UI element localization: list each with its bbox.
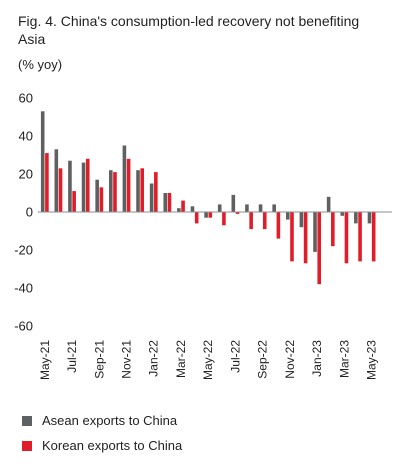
bar-korea (208, 212, 213, 218)
x-tick-label: Jan-22 (147, 340, 161, 377)
x-tick-label: May-21 (38, 340, 52, 380)
bar-korea (99, 187, 104, 212)
x-tick-label: May-22 (201, 340, 215, 380)
bar-asean (204, 212, 208, 218)
y-tick-label: 60 (19, 91, 33, 106)
y-tick-label: 20 (19, 167, 33, 182)
x-tick-label: Mar-22 (174, 340, 188, 378)
bar-asean (163, 193, 168, 212)
bar-asean (231, 194, 236, 212)
y-tick-label: -60 (14, 319, 33, 334)
bar-korea (317, 212, 322, 285)
bar-korea (276, 212, 281, 239)
bar-chart: 60 40 20 0 -20 -40 -60 May-21 Jul-21 Sep-21 Nov-21… (14, 91, 392, 380)
bar-korea (140, 168, 145, 212)
x-tick-label: Jul-21 (65, 340, 79, 373)
bar-korea (222, 212, 226, 226)
bar-asean (149, 183, 154, 212)
bar-korea (45, 153, 49, 212)
bar-asean (285, 212, 290, 220)
bar-asean (313, 212, 317, 252)
bar-asean (68, 160, 72, 212)
bar-asean (217, 204, 222, 212)
x-tick-label: Sep-21 (92, 340, 106, 379)
bar-korea (194, 212, 199, 224)
legend-item-asean: Asean exports to China (22, 412, 177, 428)
legend-label-korea: Korean exports to China (42, 438, 183, 454)
bar-asean (340, 212, 345, 216)
x-tick-label: Jan-23 (310, 340, 324, 377)
bar-korea (235, 212, 240, 214)
bar-asean (177, 208, 181, 212)
bar-asean (108, 170, 113, 212)
bar-korea (58, 168, 63, 212)
bar-korea (290, 212, 294, 262)
bar-asean (245, 204, 249, 212)
y-tick-label: 40 (19, 129, 33, 144)
x-tick-label: Nov-22 (283, 340, 297, 379)
bar-asean (81, 162, 86, 212)
legend-label-asean: Asean exports to China (42, 413, 178, 429)
bar-asean (95, 179, 99, 212)
y-axis-unit-label: (% yoy) (18, 57, 63, 72)
chart-title: Fig. 4. China's consumption-led recovery… (18, 13, 360, 47)
x-tick-label: Mar-23 (337, 340, 351, 378)
bar-korea (371, 212, 376, 262)
bar-asean (54, 149, 59, 212)
bar-korea (181, 200, 185, 212)
y-tick-label: -20 (14, 243, 33, 258)
legend-swatch-asean (22, 415, 32, 426)
bar-korea (303, 212, 308, 264)
bar-asean (190, 206, 195, 212)
bar-korea (72, 191, 76, 212)
x-tick-label: Jul-22 (228, 340, 242, 373)
bar-korea (249, 212, 253, 230)
bar-korea (344, 212, 349, 264)
x-tick-label: May-23 (365, 340, 379, 380)
bar-korea (154, 172, 158, 212)
bar-korea (167, 193, 172, 212)
legend-swatch-korea (22, 440, 32, 451)
bar-korea (262, 212, 267, 230)
bar-korea (85, 158, 90, 212)
bar-asean (122, 145, 127, 212)
bar-korea (358, 212, 362, 262)
bar-asean (136, 170, 140, 212)
bar-korea (113, 172, 117, 212)
bar-asean (258, 204, 263, 212)
y-tick-label: 0 (26, 205, 33, 220)
bar-asean (367, 212, 372, 224)
x-tick-label: Nov-21 (120, 340, 134, 379)
legend-item-korea: Korean exports to China (22, 437, 182, 453)
bar-korea (126, 158, 131, 212)
bar-asean (326, 196, 331, 212)
bar-asean (272, 204, 276, 212)
y-tick-label: -40 (14, 281, 33, 296)
bar-asean (354, 212, 358, 224)
bar-asean (299, 212, 304, 228)
x-tick-label: Sep-22 (256, 340, 270, 379)
bar-asean (40, 111, 45, 212)
bar-korea (331, 212, 335, 247)
